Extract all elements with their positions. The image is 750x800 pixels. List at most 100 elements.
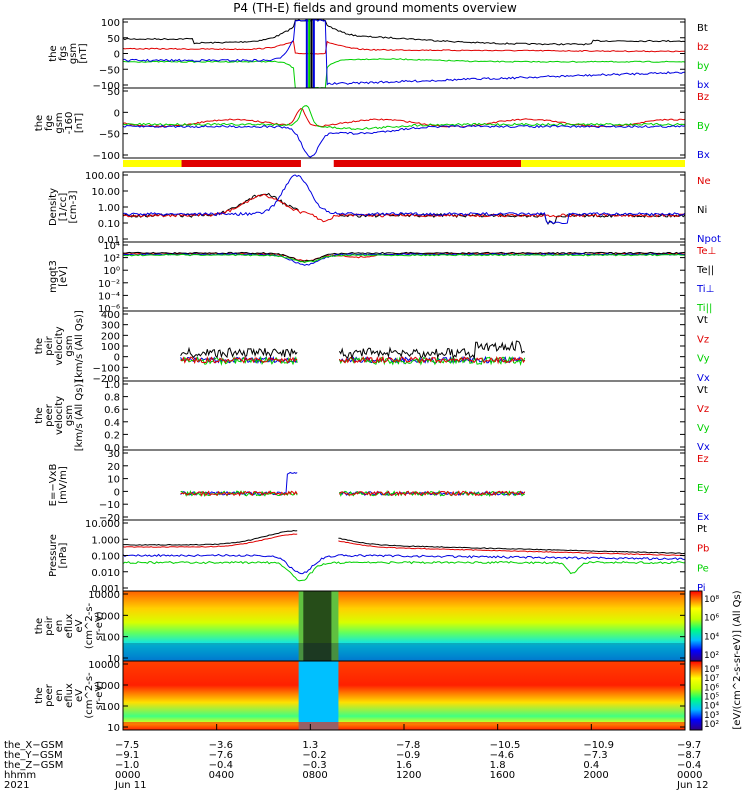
ytick-label-peir_spec-2: 100 xyxy=(101,633,120,644)
peir_spec-dark-region xyxy=(303,591,332,661)
legend-pressure-1: Pb xyxy=(697,544,709,555)
efield-ey-line xyxy=(180,489,298,497)
legend-peir_vel-2: Vy xyxy=(697,354,710,365)
legend-fgs-1: bz xyxy=(697,42,709,53)
legend-fge-2: Bx xyxy=(697,150,710,161)
fge-by-line xyxy=(122,105,685,131)
ephem-value-3-3: 1200 xyxy=(396,770,421,781)
peir-vz-line xyxy=(338,355,526,365)
colorbar-tick-peer_spec-5: 10³ xyxy=(704,711,719,721)
ylabel-fge-0: the xyxy=(34,115,45,131)
status-bar-segment-0 xyxy=(123,160,182,167)
ylabel-peer_spec-5: (cm^2-s- xyxy=(84,672,95,719)
ytick-label-peir_vel-0: 400 xyxy=(101,310,120,321)
ylabel-peer_vel-4: [km/s (All Qs)] xyxy=(74,380,85,452)
legend-peir_vel-1: Vz xyxy=(697,334,709,345)
ephem-value-5-1: −7.3 xyxy=(583,750,607,761)
panel-frame-peir_vel xyxy=(122,310,686,382)
peer_spec-gap-region xyxy=(298,661,339,730)
legend-fgs-0: Bt xyxy=(697,23,708,34)
ephem-value-5-3: 2000 xyxy=(583,770,608,781)
ephem-value-6-1: −8.7 xyxy=(677,750,701,761)
peir-vt-line xyxy=(338,340,526,360)
ephem-value-0-2: −1.0 xyxy=(115,760,139,771)
legend-fgs-2: by xyxy=(697,61,709,72)
ytick-label-density-3: 0.10 xyxy=(98,219,120,230)
ylabel-peer_spec-3: eflux xyxy=(64,683,75,708)
ytick-label-fge-3: −100 xyxy=(93,151,120,162)
ytick-label-temp-1: 10² xyxy=(103,254,120,265)
ylabel-peir_spec-0: the xyxy=(34,618,45,634)
ephem-row-label-3: hhmm xyxy=(4,770,36,781)
ephem-value-5-2: 0.4 xyxy=(583,760,599,771)
ylabel-peer_vel-1: peer xyxy=(44,403,55,427)
ytick-label-pressure-2: 0.100 xyxy=(91,552,120,563)
ephem-value-1-3: 0400 xyxy=(209,770,234,781)
chart-title: P4 (TH-E) fields and ground moments over… xyxy=(233,1,517,15)
colorbar-tick-peir_spec-3: 10² xyxy=(704,651,719,661)
ytick-label-pressure-0: 10.000 xyxy=(85,519,120,530)
status-bar-segment-2 xyxy=(300,160,334,167)
legend-peir_vel-3: Vx xyxy=(697,373,710,384)
ylabel-efield-1: [mV/m] xyxy=(58,466,69,504)
peir_spec-spectrogram xyxy=(123,591,685,661)
peir_spec-low-energy-band xyxy=(123,643,685,661)
ylabel-peir_vel-3: gsm xyxy=(64,335,75,356)
fgs-bx-line xyxy=(123,19,686,86)
ephem-value-3-1: −0.9 xyxy=(396,750,420,761)
fgs-bt-line xyxy=(122,19,686,46)
ytick-label-efield-2: 10 xyxy=(107,475,120,486)
ytick-label-fgs-2: 0 xyxy=(114,50,120,61)
ytick-label-temp-2: 10⁰ xyxy=(103,266,120,277)
ylabel-fge-3: -160 xyxy=(64,112,75,135)
legend-density-0: Ne xyxy=(697,176,711,187)
ytick-label-temp-3: 10⁻² xyxy=(98,279,120,290)
ylabel-peir_spec-2: en xyxy=(54,620,65,633)
ylabel-peir_spec-4: eV xyxy=(74,619,85,632)
ytick-label-efield-3: 0 xyxy=(114,487,120,498)
ephem-value-6-4: Jun 12 xyxy=(676,780,709,791)
ephem-value-0-0: −7.5 xyxy=(115,740,139,751)
ylabel-pressure-1: [nPa] xyxy=(58,542,69,568)
status-bar-segment-1 xyxy=(181,160,301,167)
ylabel-density-1: [1/cc] xyxy=(58,193,69,222)
ytick-label-peir_vel-2: 200 xyxy=(101,331,120,342)
ephem-value-2-3: 0800 xyxy=(302,770,327,781)
legend-peer_vel-3: Vx xyxy=(697,442,710,453)
ephem-row-label-1: the_Y−GSM xyxy=(4,750,63,761)
legend-fge-0: Bz xyxy=(697,92,709,103)
ylabel-peir_spec-3: eflux xyxy=(64,614,75,639)
pressure-pi-line xyxy=(122,553,685,575)
fge-bz-line xyxy=(122,107,686,128)
legend-pressure-3: Pi xyxy=(697,583,706,594)
pressure-pb-line xyxy=(338,540,686,557)
legend-density-1: Ni xyxy=(697,205,707,216)
ytick-label-fgs-3: −50 xyxy=(99,65,120,76)
legend-pressure-2: Pe xyxy=(697,563,709,574)
ephem-value-6-2: −0.4 xyxy=(677,760,701,771)
ephem-value-1-0: −3.6 xyxy=(209,740,233,751)
colorbar-label: [eV/(cm^2-s-sr-eV)] (All Qs) xyxy=(732,590,743,729)
legend-temp-0: Te⊥ xyxy=(696,246,716,257)
ephem-value-0-3: 0000 xyxy=(115,770,140,781)
ytick-label-fgs-4: −100 xyxy=(93,81,120,92)
status-bar-segment-4 xyxy=(521,160,685,167)
ephem-value-3-2: 1.6 xyxy=(396,760,412,771)
ephem-value-3-0: −7.8 xyxy=(396,740,420,751)
ytick-label-fge-2: −50 xyxy=(99,130,120,141)
ephem-value-2-1: −0.2 xyxy=(302,750,326,761)
legend-fgs-3: bx xyxy=(697,80,709,91)
ylabel-temp-1: [eV] xyxy=(58,266,69,287)
ephem-value-2-0: 1.3 xyxy=(302,740,318,751)
efield-ez-line xyxy=(338,490,526,497)
ytick-label-efield-1: 20 xyxy=(107,462,120,473)
ylabel-peer_vel-2: velocity xyxy=(54,396,65,435)
colorbar-tick-peer_spec-0: 10⁸ xyxy=(704,665,719,675)
ytick-label-pressure-1: 1.000 xyxy=(91,535,120,546)
ytick-label-fgs-0: 100 xyxy=(101,18,120,29)
ytick-label-fgs-1: 50 xyxy=(107,34,120,45)
ylabel-fgs-2: gsm xyxy=(68,43,79,64)
legend-density-2: Npot xyxy=(697,234,721,245)
panel-frame-fge xyxy=(122,87,686,159)
